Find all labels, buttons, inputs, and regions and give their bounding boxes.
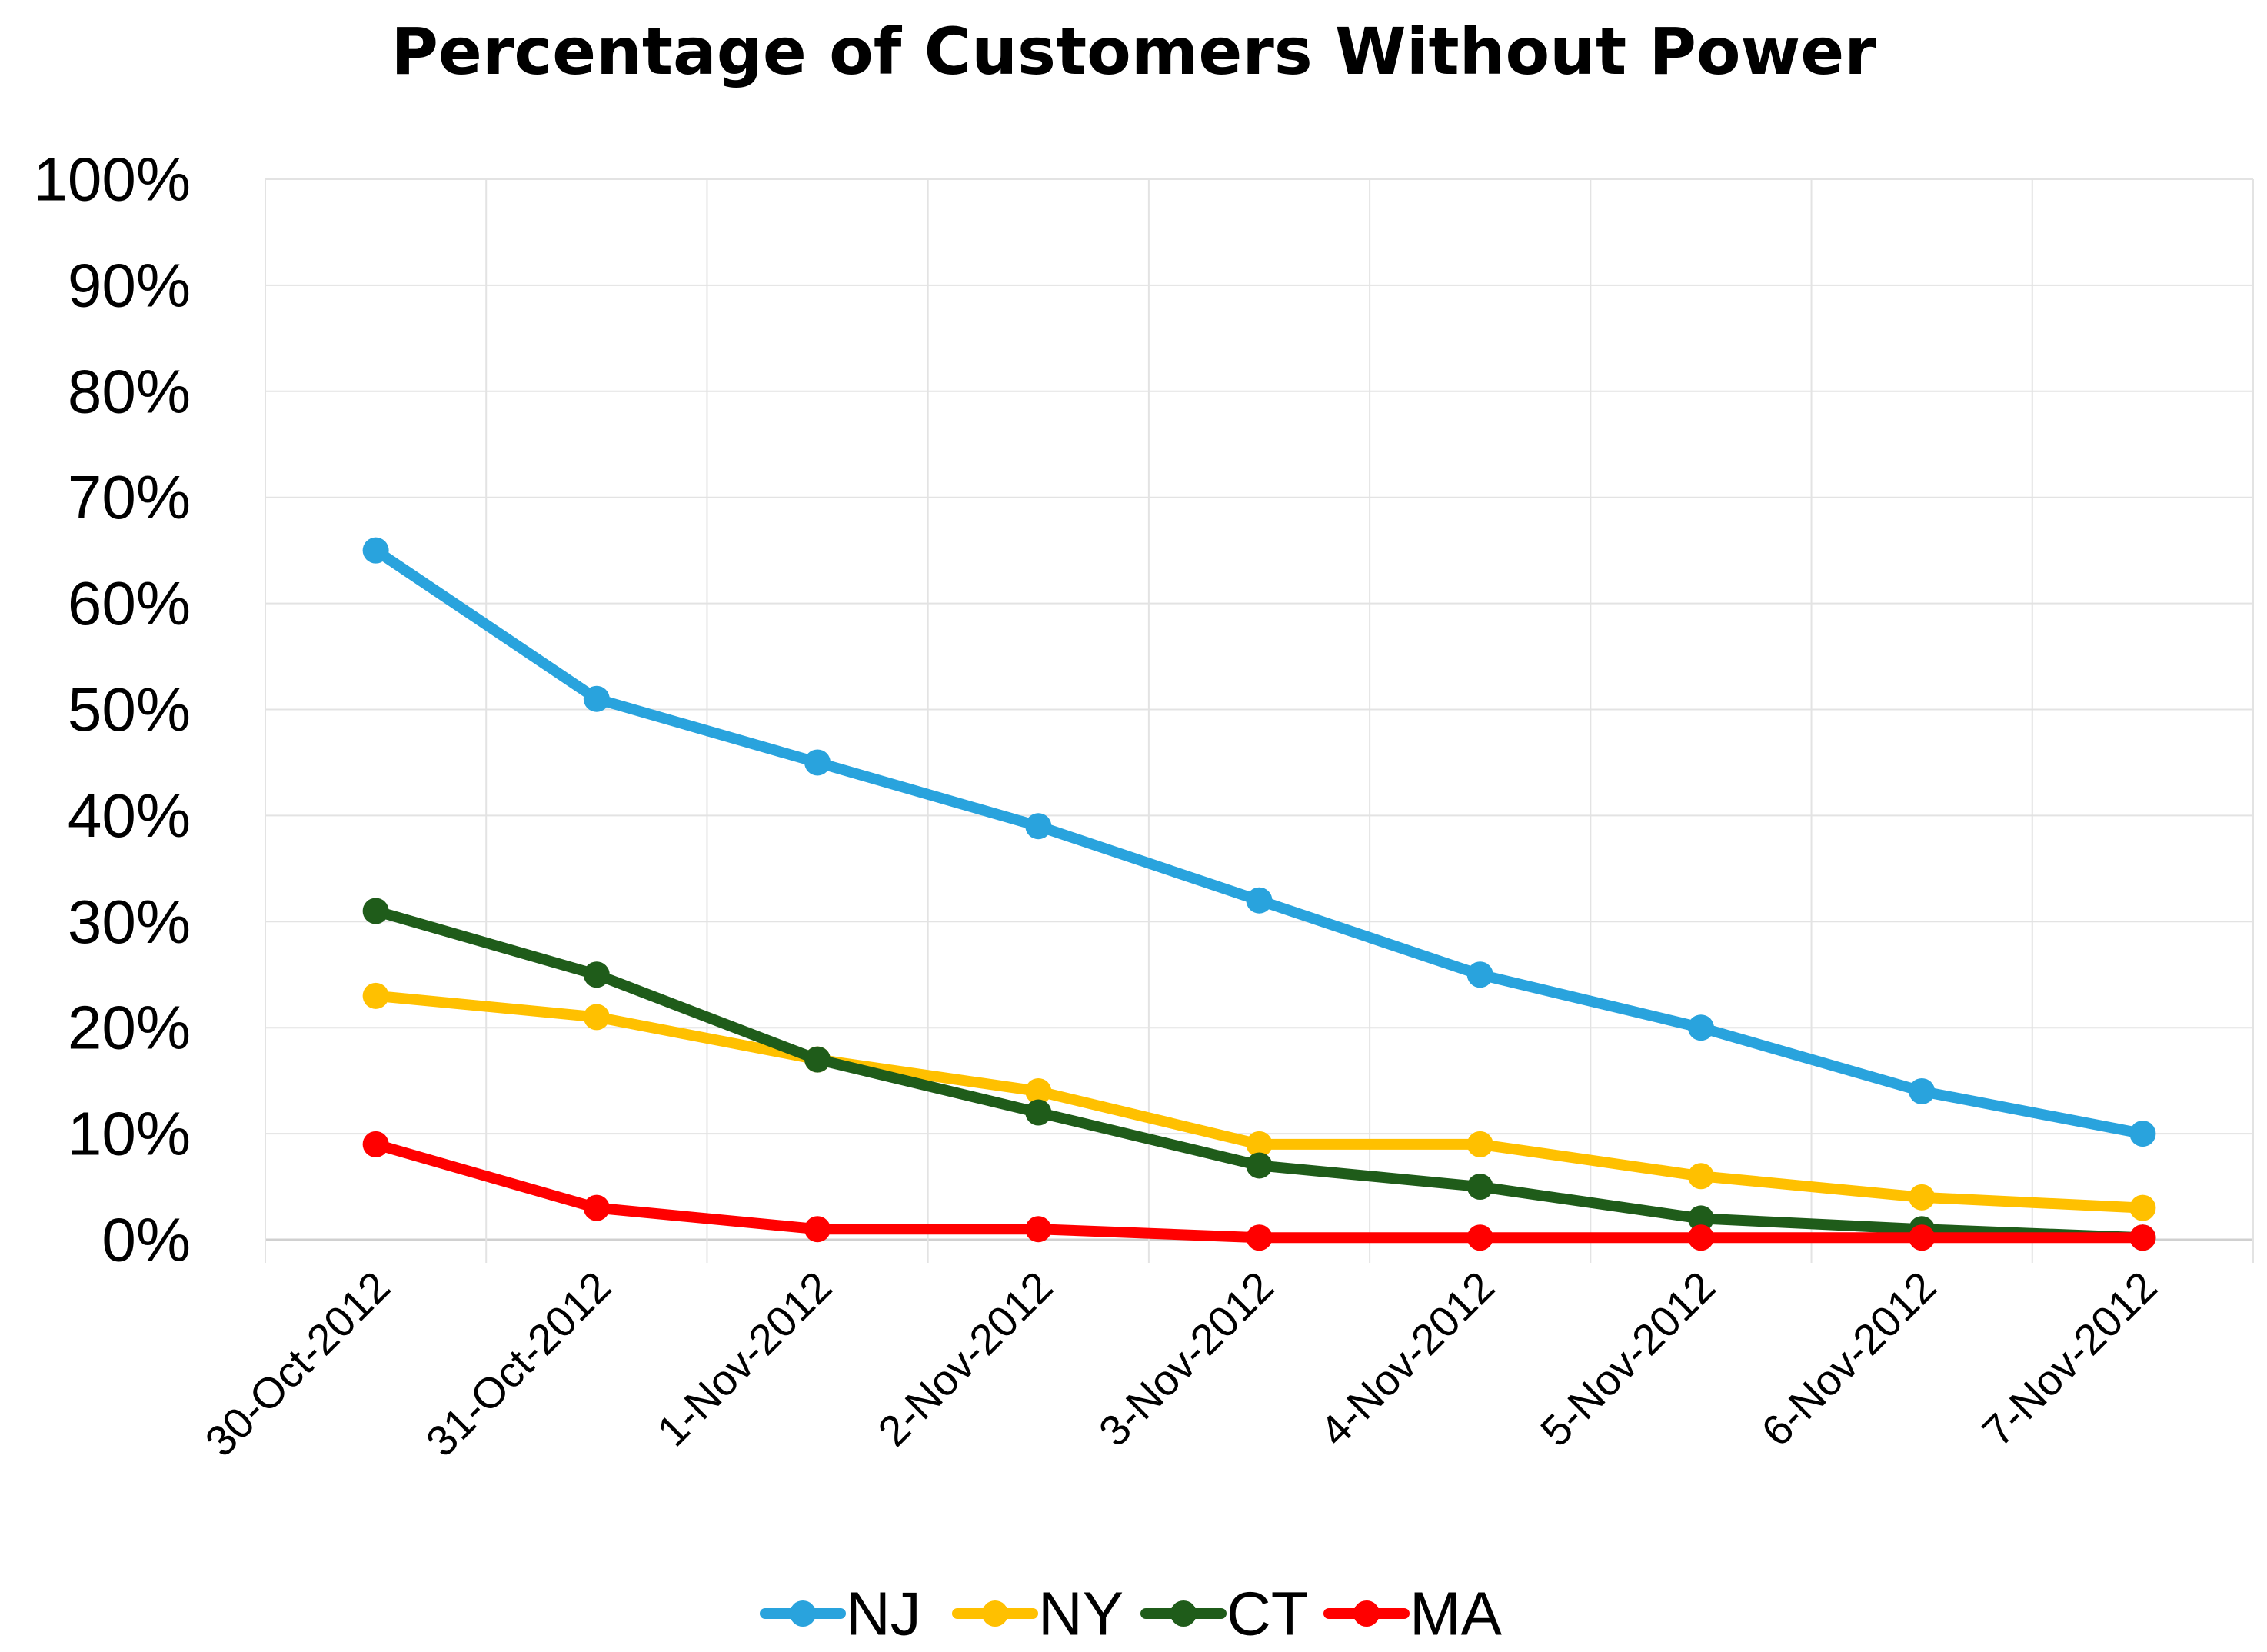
y-tick-label: 80% <box>68 357 191 425</box>
data-point-nj <box>804 749 831 776</box>
legend-marker-ny <box>982 1600 1008 1627</box>
data-point-ny <box>583 1004 610 1031</box>
data-point-ny <box>1025 1077 1052 1104</box>
x-axis: 30-Oct-2012 31-Oct-2012 1-Nov-2012 2-Nov-20… <box>195 1262 2165 1466</box>
data-point-nj <box>1687 1014 1714 1041</box>
data-point-nj <box>583 685 610 712</box>
data-point-nj <box>362 537 389 564</box>
data-point-ny <box>1246 1131 1273 1157</box>
y-tick-label: 30% <box>68 888 191 956</box>
data-point-ma <box>804 1216 831 1243</box>
chart-title: Percentage of Customers Without Power <box>391 14 1876 89</box>
data-point-ma <box>1246 1224 1273 1251</box>
legend-marker-ct <box>1170 1600 1197 1627</box>
x-tick-label: 30-Oct-2012 <box>195 1262 399 1466</box>
data-point-ma <box>583 1194 610 1221</box>
x-tick-label: 1-Nov-2012 <box>647 1262 841 1455</box>
data-point-ny <box>2129 1194 2156 1221</box>
legend-label-ct: CT <box>1227 1580 1309 1648</box>
x-tick-label: 3-Nov-2012 <box>1090 1262 1283 1455</box>
data-point-ct <box>1466 1174 1493 1201</box>
data-point-ny <box>1687 1163 1714 1190</box>
series-group <box>362 537 2156 1251</box>
y-tick-label: 70% <box>68 463 191 531</box>
legend-label-ma: MA <box>1410 1580 1503 1648</box>
data-point-ma <box>1025 1216 1052 1243</box>
data-point-nj <box>1909 1077 1936 1104</box>
data-point-ny <box>1466 1131 1493 1157</box>
y-tick-label: 60% <box>68 569 191 638</box>
data-point-ct <box>583 961 610 988</box>
legend-marker-ma <box>1353 1600 1380 1627</box>
data-point-ny <box>1909 1184 1936 1211</box>
x-tick-label: 5-Nov-2012 <box>1531 1262 1724 1455</box>
data-point-ma <box>1687 1224 1714 1251</box>
data-point-ct <box>1687 1205 1714 1232</box>
legend-label-nj: NJ <box>846 1580 921 1648</box>
data-point-nj <box>1466 961 1493 988</box>
y-tick-label: 50% <box>68 675 191 744</box>
legend-marker-nj <box>790 1600 816 1627</box>
y-tick-label: 0% <box>102 1206 191 1274</box>
series-line-nj <box>370 545 2149 1140</box>
x-tick-label: 31-Oct-2012 <box>417 1262 621 1466</box>
legend-label-ny: NY <box>1038 1580 1124 1648</box>
x-tick-label: 6-Nov-2012 <box>1752 1262 1945 1455</box>
legend: NJ NY CT MA <box>760 1580 1503 1648</box>
y-tick-label: 10% <box>68 1100 191 1168</box>
x-tick-label: 4-Nov-2012 <box>1310 1262 1503 1455</box>
y-tick-label: 40% <box>68 781 191 850</box>
y-tick-label: 100% <box>33 145 191 214</box>
data-point-ct <box>804 1046 831 1073</box>
data-point-ct <box>1025 1099 1052 1126</box>
data-point-ct <box>362 898 389 924</box>
y-tick-label: 20% <box>68 994 191 1062</box>
data-point-ct <box>1246 1152 1273 1179</box>
y-axis: 0% 10% 20% 30% 40% 50% 60% 70% 80% 90% 100% <box>33 145 191 1274</box>
data-point-ma <box>1909 1224 1936 1251</box>
data-point-ny <box>362 982 389 1009</box>
data-point-ma <box>362 1131 389 1157</box>
data-point-ma <box>2129 1224 2156 1251</box>
data-point-nj <box>1246 887 1273 914</box>
data-point-ma <box>1466 1224 1493 1251</box>
data-point-nj <box>1025 813 1052 840</box>
x-tick-label: 2-Nov-2012 <box>868 1262 1061 1455</box>
y-tick-label: 90% <box>68 251 191 319</box>
x-tick-label: 7-Nov-2012 <box>1972 1262 2165 1455</box>
data-point-nj <box>2129 1121 2156 1147</box>
